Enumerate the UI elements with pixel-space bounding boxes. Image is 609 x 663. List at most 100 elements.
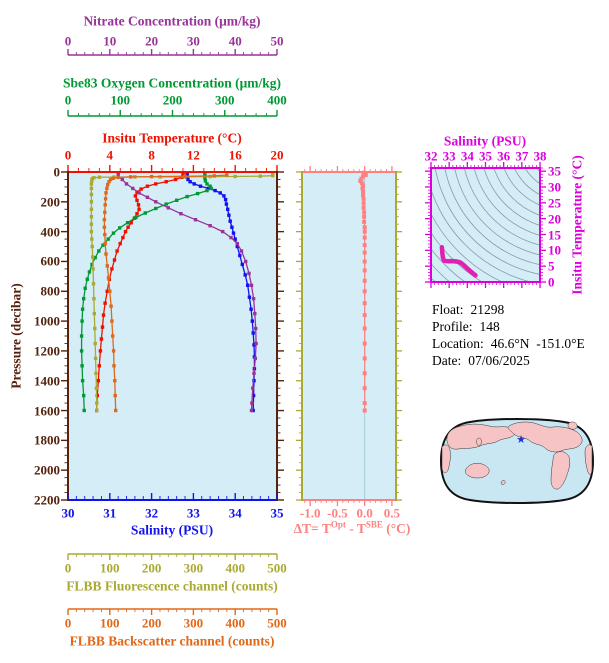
data-point xyxy=(116,175,120,180)
tick-label: 15 xyxy=(548,227,561,242)
data-point xyxy=(97,175,101,179)
tick-label: 100 xyxy=(110,92,131,108)
tick-label: 40 xyxy=(228,33,242,49)
data-point xyxy=(79,349,84,353)
data-point xyxy=(205,188,209,193)
tick-label: 34 xyxy=(460,148,474,164)
data-point xyxy=(361,189,365,194)
delta-title-part-1: ΔT= T xyxy=(293,521,331,536)
data-point xyxy=(244,259,248,264)
tick-label: 35 xyxy=(548,163,561,179)
data-point xyxy=(111,349,116,353)
delta-title-sup-sbe: SBE xyxy=(365,519,383,530)
data-point xyxy=(102,225,107,229)
tick-label: 4 xyxy=(106,147,114,163)
tick-label: 200 xyxy=(40,194,61,210)
data-point xyxy=(120,177,124,182)
tick-label: 0 xyxy=(64,33,72,49)
data-point xyxy=(137,191,141,195)
data-point xyxy=(82,408,86,413)
info-location: Location: 46.6°N -151.0°E xyxy=(432,337,585,351)
data-point xyxy=(103,241,107,246)
info-location-label: Location: xyxy=(432,336,484,351)
data-point xyxy=(93,341,97,346)
data-point xyxy=(118,241,122,246)
tick-label: 100 xyxy=(100,615,120,631)
data-point xyxy=(206,186,211,191)
info-profile-value: 148 xyxy=(479,319,500,334)
data-point xyxy=(94,371,98,375)
tick-label: 1400 xyxy=(34,373,60,389)
data-point xyxy=(110,319,114,323)
ts-salinity-axis-title: Salinity (PSU) xyxy=(443,133,527,149)
tick-label: 0 xyxy=(64,615,72,631)
tick-label: 33 xyxy=(442,148,456,164)
data-point xyxy=(362,210,367,215)
map-land-mass xyxy=(550,451,571,490)
data-point xyxy=(90,179,94,183)
data-point xyxy=(363,173,368,177)
tick-label: 36 xyxy=(497,148,511,164)
data-point xyxy=(106,276,111,280)
data-point xyxy=(93,256,97,260)
data-point xyxy=(362,268,367,273)
data-point xyxy=(80,307,85,311)
data-point xyxy=(129,221,133,225)
data-point xyxy=(103,197,108,201)
data-point xyxy=(166,206,170,210)
data-point xyxy=(213,188,217,193)
data-point xyxy=(121,235,125,240)
tick-label: 200 xyxy=(141,560,162,576)
map-land-mass xyxy=(476,437,482,446)
data-point xyxy=(228,219,232,223)
info-profile: Profile: 148 xyxy=(432,320,500,334)
series-nitrate-line xyxy=(117,172,257,411)
data-point xyxy=(185,194,189,199)
data-point xyxy=(249,307,253,311)
tick-label: 0 xyxy=(548,274,555,290)
data-point xyxy=(361,193,365,198)
data-point xyxy=(118,226,122,230)
data-point xyxy=(361,174,365,179)
data-point xyxy=(101,243,105,247)
tick-label: 31 xyxy=(103,505,117,521)
data-point xyxy=(249,408,254,413)
data-point xyxy=(212,174,216,178)
tick-label: 600 xyxy=(40,253,61,269)
data-point xyxy=(89,200,94,204)
data-point xyxy=(105,186,109,191)
data-point xyxy=(225,173,229,177)
map-land-mass xyxy=(584,444,593,475)
data-point xyxy=(90,244,94,249)
data-point xyxy=(362,259,367,264)
data-point xyxy=(112,258,117,262)
info-date-label: Date: xyxy=(432,353,462,368)
data-point xyxy=(362,341,367,346)
data-point xyxy=(361,205,366,210)
tick-label: 0 xyxy=(53,164,61,180)
delta-title-part-2: - T xyxy=(345,521,366,536)
info-location-value: 46.6°N -151.0°E xyxy=(490,336,585,351)
tick-label: 20 xyxy=(548,211,561,227)
tick-label: 200 xyxy=(141,615,162,631)
data-point xyxy=(224,202,229,206)
tick-label: 2000 xyxy=(34,462,60,478)
data-point xyxy=(222,194,226,198)
tick-label: 0 xyxy=(64,92,72,108)
data-point xyxy=(179,212,183,216)
delta-title-part-3: (°C) xyxy=(382,521,411,536)
temperature-axis-title: Insitu Temperature (°C) xyxy=(102,130,242,146)
tick-label: 300 xyxy=(183,560,204,576)
series-backscatter-markers xyxy=(102,173,229,413)
data-point xyxy=(109,304,113,308)
delta-title-sup-opt: Opt xyxy=(330,519,346,530)
data-point xyxy=(226,207,230,211)
tick-label: 400 xyxy=(225,615,245,631)
map-land-mass xyxy=(464,462,490,479)
tick-label: 8 xyxy=(148,147,155,163)
data-point xyxy=(238,253,242,258)
data-point xyxy=(250,401,254,405)
data-point xyxy=(251,393,256,398)
data-point xyxy=(114,408,118,413)
